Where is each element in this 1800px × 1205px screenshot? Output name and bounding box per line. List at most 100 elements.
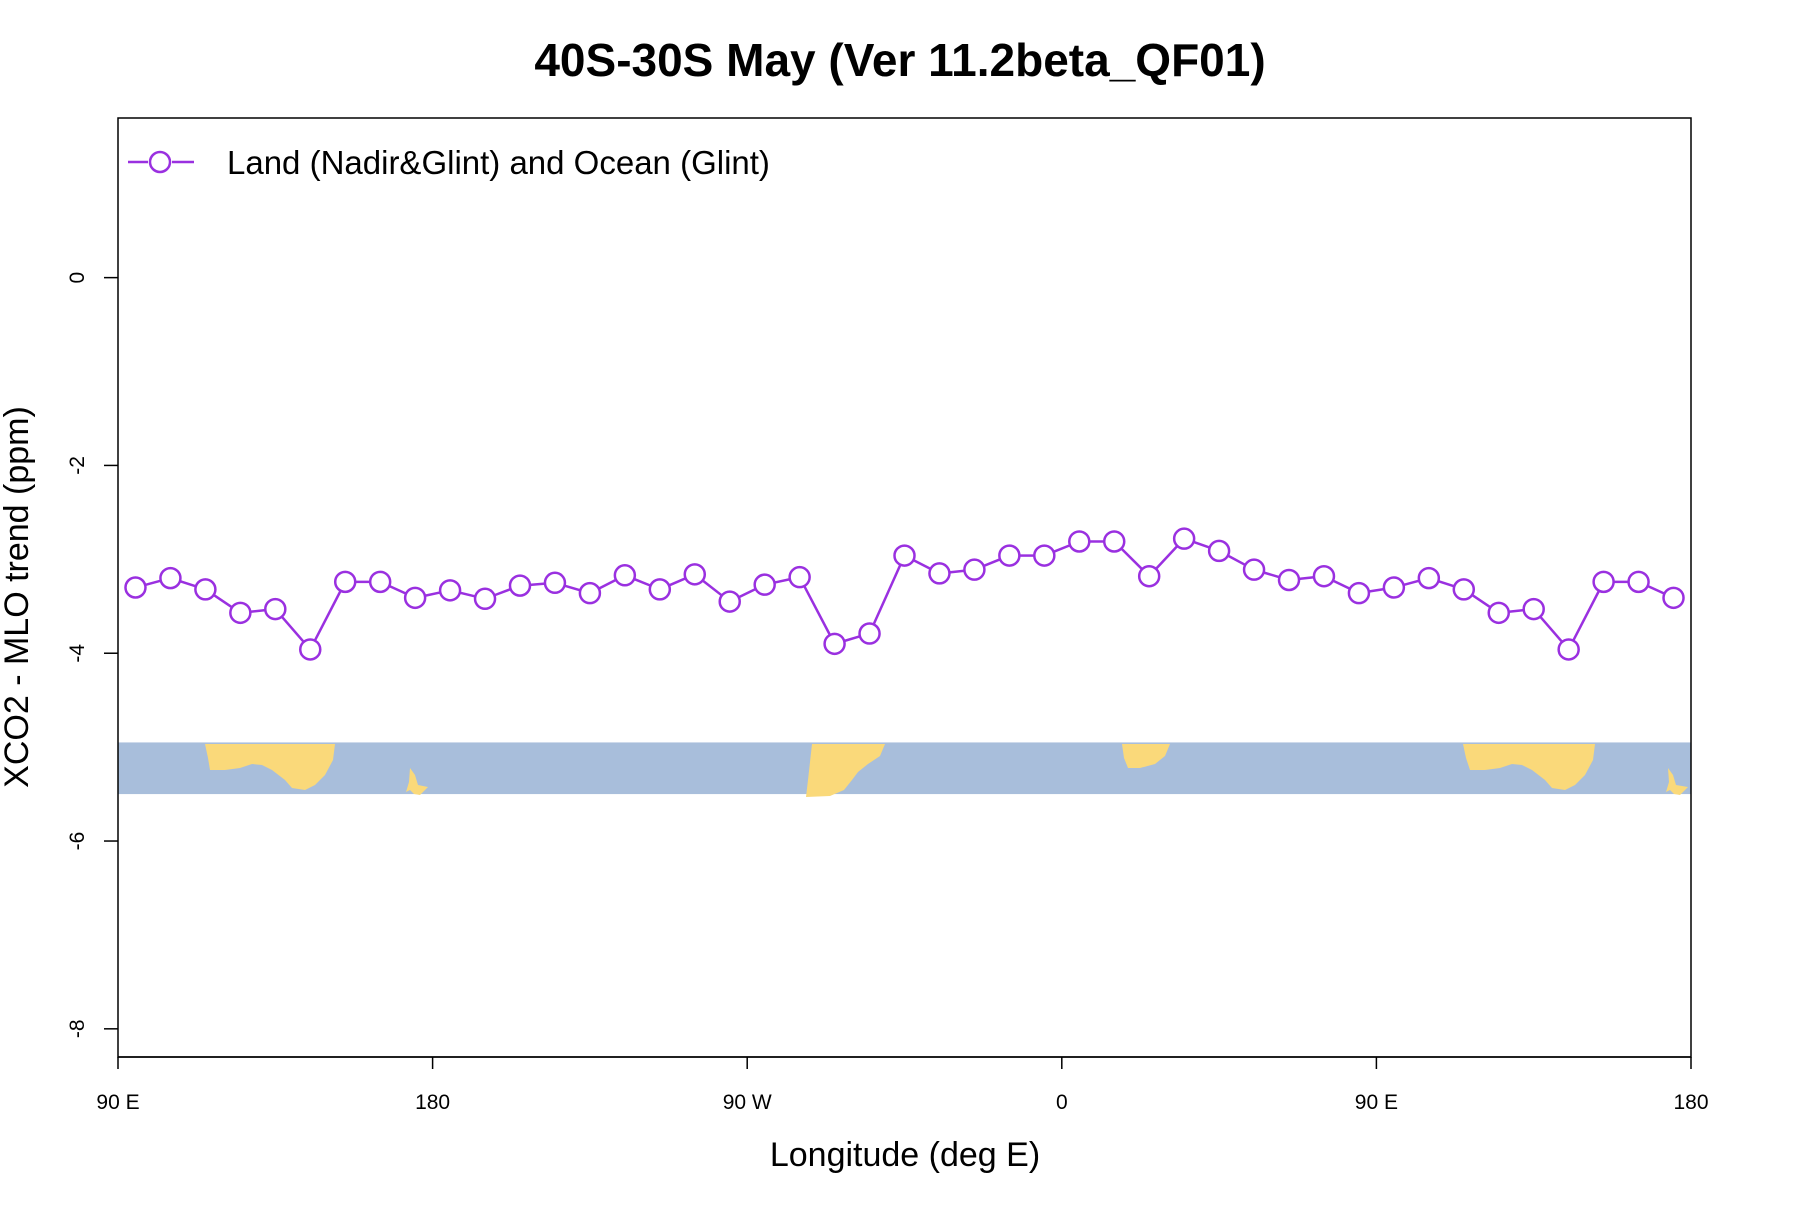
x-tick-label: 0 [1056,1091,1068,1114]
data-point [1347,581,1371,605]
data-point [1137,564,1161,588]
data-point [788,565,811,589]
x-axis-label: Longitude (deg E) [770,1136,1040,1174]
data-point [1242,558,1266,581]
data-point [1102,530,1126,553]
series-line-segment [774,578,791,584]
series-line-segment [738,587,757,599]
data-point [508,574,532,597]
series-line-segment [983,558,1001,568]
data-point [194,578,217,601]
series-line-segment [872,564,902,625]
series-line-segment [1193,540,1211,549]
data-point [403,586,427,610]
data-point [893,544,916,567]
legend: Land (Nadir&Glint) and Ocean (Glint) [128,144,770,181]
series-line-segment [1572,590,1601,642]
data-point [858,622,881,645]
series-layer [124,527,1685,661]
y-axis-label: XCO2 - MLO trend (ppm) [0,406,36,788]
data-point [1207,539,1231,563]
y-tick-label: -6 [66,832,89,851]
series-line-segment [668,577,687,587]
land-ocean-band [118,742,1691,797]
data-point [1172,527,1196,550]
data-point [1557,638,1580,661]
y-tick-label: -4 [66,644,89,663]
land-new-zealand-east [1666,768,1688,795]
series-line-segment [493,587,512,597]
data-point [613,564,637,587]
series-line-segment [1403,579,1420,587]
series-line-segment [1508,608,1524,614]
data-point [1627,570,1650,594]
y-tick-label: -8 [66,1019,89,1038]
x-tick-label: 90 E [1355,1091,1398,1114]
series-line-segment [313,590,342,642]
series-line-segment [280,615,305,643]
data-point [473,587,497,611]
series-line-segment [701,579,723,597]
data-point [683,563,707,586]
series-line-segment [424,591,441,597]
data-point [368,570,392,594]
series-line-segment [1368,587,1385,593]
series-line-segment [1120,547,1143,571]
data-point [159,566,182,590]
series-line-segment [1263,571,1280,579]
series-line-segment [1437,579,1455,588]
series-line-segment [598,578,617,590]
series-line-segment [212,593,233,609]
ocean-band [118,742,1691,795]
data-point [333,570,357,594]
series-line-segment [1332,579,1351,590]
data-point [578,581,602,605]
series-line-segment [633,577,652,587]
data-point [1277,568,1301,592]
land-new-zealand-west [406,768,428,795]
legend-label: Land (Nadir&Glint) and Ocean (Glint) [227,144,770,181]
x-tick-label: 180 [415,1091,450,1114]
data-point [264,597,287,621]
data-point [718,590,741,613]
series-line-segment [1298,576,1315,581]
x-tick-label: 90 W [723,1091,772,1114]
data-point [1382,576,1406,599]
data-point [998,544,1021,567]
data-point [299,638,322,661]
data-point [1312,564,1336,588]
data-point [1068,530,1091,553]
series-line-segment [529,582,546,587]
series-line-segment [459,591,476,598]
series-line-segment [1227,554,1246,567]
series-line-segment [1471,593,1492,609]
data-point [438,579,462,602]
series-line-segment [843,635,861,643]
land-south-america [806,744,885,797]
data-point [1487,601,1510,625]
series-line-segment [1647,584,1665,595]
data-point [1522,597,1545,621]
data-point [229,601,252,625]
series-line-segment [1155,545,1179,570]
y-tick-label: 0 [66,272,89,284]
y-tick-label: -2 [66,456,89,475]
data-point [823,632,846,656]
series-line-segment [912,559,932,570]
data-point [753,573,776,596]
series-line-segment [250,608,266,614]
series-line-segment [144,579,162,587]
land-africa [1122,744,1170,768]
series-line-segment [388,584,407,595]
data-point [1662,586,1685,610]
axes: 90 E 180 90 W 0 90 E 180 0 -2 -4 -6 -8 [66,117,1709,1114]
data-point [1417,566,1441,590]
data-point [648,578,672,601]
data-point [124,576,147,599]
data-point [1592,570,1615,594]
series-line-segment [803,585,832,636]
data-point [963,558,986,581]
data-point [1452,578,1476,601]
